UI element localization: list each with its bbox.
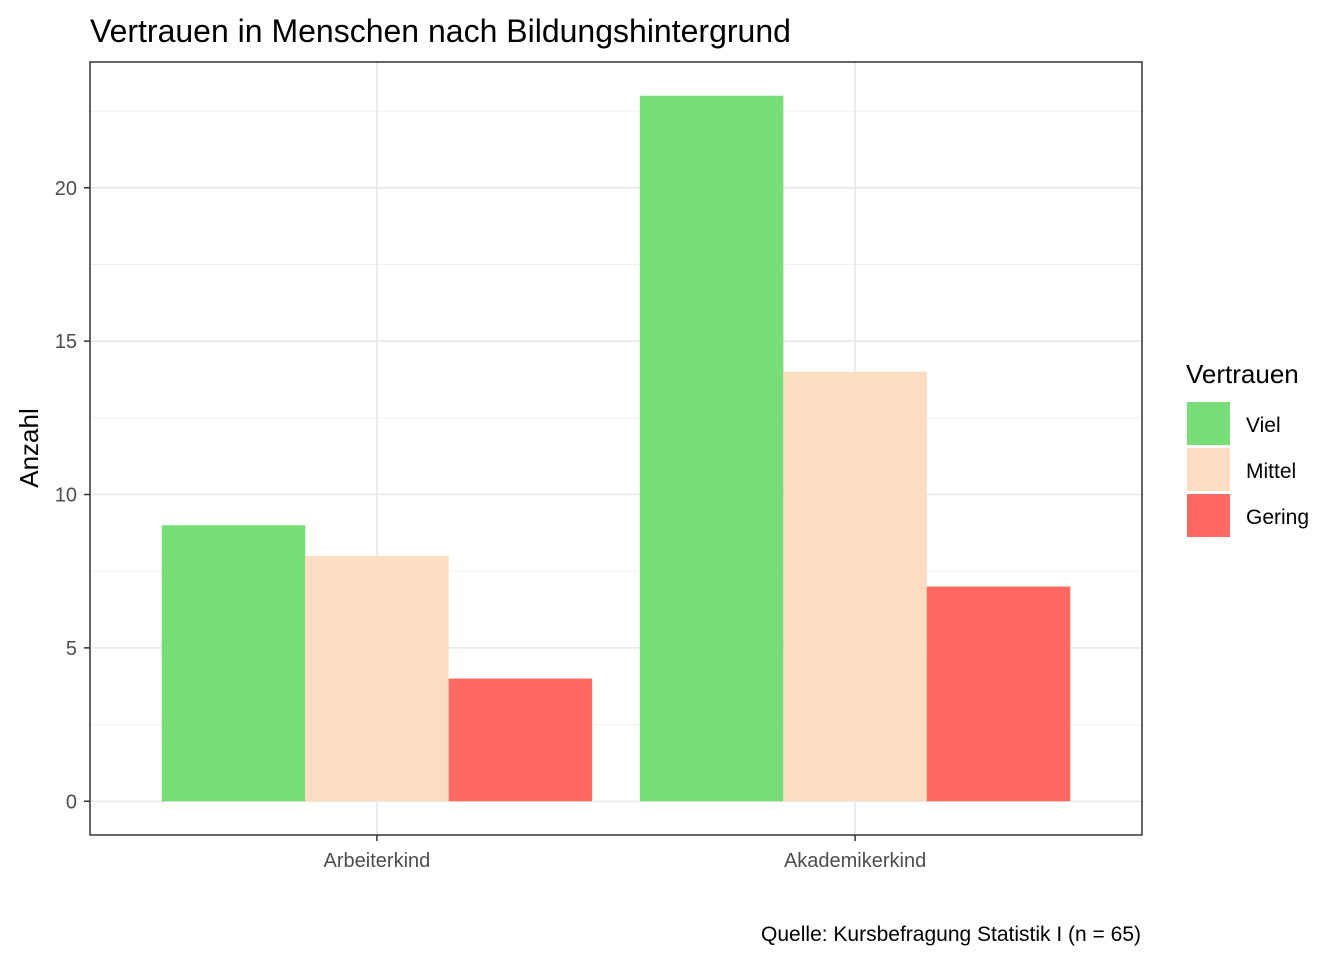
bar-viel-arbeiterkind	[161, 525, 306, 802]
legend-items: Viel Mittel Gering	[1187, 402, 1309, 537]
legend-key-viel	[1187, 402, 1230, 445]
legend-key-gering	[1187, 494, 1230, 537]
y-axis-label: Anzahl	[14, 408, 44, 488]
bar-mittel-akademikerkind	[783, 371, 927, 802]
y-tick-label: 10	[55, 485, 77, 507]
bar-gering-akademikerkind	[926, 586, 1071, 802]
bar-mittel-arbeiterkind	[305, 555, 449, 802]
bar-viel-akademikerkind	[639, 95, 784, 802]
legend-label: Gering	[1246, 506, 1309, 529]
y-tick-label: 0	[66, 791, 77, 813]
legend: Vertrauen Viel Mittel Gering	[1186, 359, 1309, 537]
legend-key-mittel	[1187, 448, 1230, 491]
y-tick-label: 20	[55, 178, 77, 200]
x-axis: Arbeiterkind Akademikerkind	[324, 835, 926, 872]
plot-border	[89, 61, 1143, 836]
bars	[161, 95, 1071, 802]
chart-title: Vertrauen in Menschen nach Bildungshinte…	[90, 13, 791, 49]
y-tick-label: 5	[66, 638, 77, 660]
chart-caption: Quelle: Kursbefragung Statistik I (n = 6…	[761, 923, 1141, 946]
legend-label: Mittel	[1246, 460, 1296, 483]
legend-label: Viel	[1246, 414, 1281, 437]
y-axis: 0 5 10 15 20	[55, 178, 90, 813]
x-tick-label: Arbeiterkind	[324, 850, 431, 872]
legend-title: Vertrauen	[1186, 359, 1299, 389]
y-tick-label: 15	[55, 331, 77, 353]
bar-gering-arbeiterkind	[448, 678, 593, 802]
x-tick-label: Akademikerkind	[784, 850, 926, 872]
